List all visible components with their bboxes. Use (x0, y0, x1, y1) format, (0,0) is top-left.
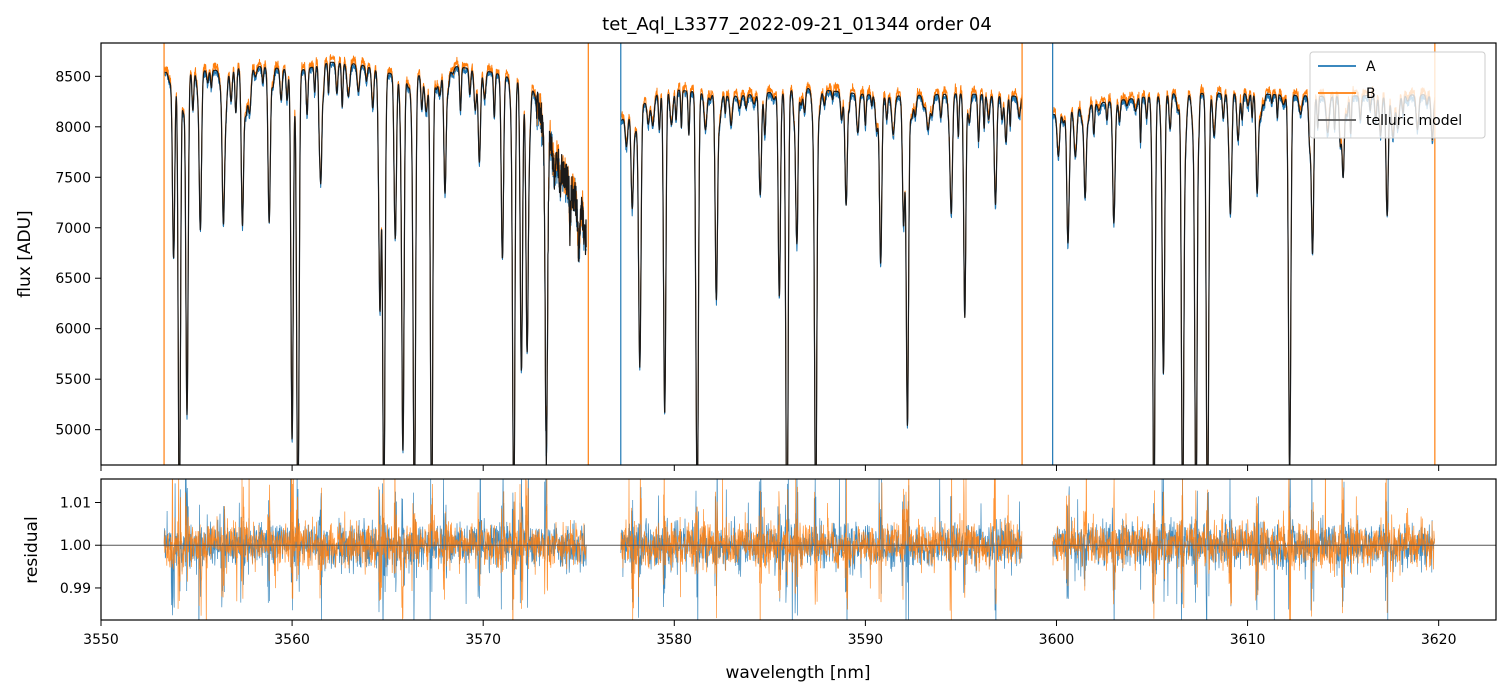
residual-y-axis-label: residual (22, 516, 42, 583)
spectrum-panel: 5000 5500 6000 6500 7000 7500 8000 8500 flux [A… (15, 42, 1497, 471)
legend-label-B: B (1366, 86, 1376, 102)
residual-xtick-label: 3550 (83, 632, 119, 648)
spectrum-ytick-label: 7000 (55, 221, 91, 237)
residual-xtick-label: 3580 (656, 632, 692, 648)
spectrum-ytick-label: 8500 (55, 69, 91, 85)
residual-ytick-label: 1.01 (60, 496, 91, 512)
spectrum-series-telluric-model-segment-1 (163, 61, 587, 465)
x-axis-label: wavelength [nm] (725, 663, 870, 683)
residual-xtick-label: 3570 (465, 632, 501, 648)
residual-xtick-label: 3600 (1039, 632, 1075, 648)
spectrum-axes: 5000 5500 6000 6500 7000 7500 8000 8500 (55, 69, 1440, 471)
residual-xtick-label: 3560 (274, 632, 310, 648)
spectrum-y-axis-label: flux [ADU] (15, 210, 35, 297)
residual-axes: 0.99 1.00 1.01 3550 3560 3570 3580 3590 3600 3610… (60, 496, 1457, 649)
residual-ytick-label: 0.99 (60, 581, 91, 597)
legend-box (1309, 51, 1486, 139)
spectrum-ytick-label: 6000 (55, 322, 91, 338)
residual-xtick-label: 3620 (1421, 632, 1457, 648)
residual-ytick-label: 1.00 (60, 538, 91, 554)
spectrum-ytick-label: 8000 (55, 120, 91, 136)
residual-series-B-segment-2 (620, 479, 1023, 620)
residual-series-B-segment-3 (1052, 479, 1435, 620)
legend: A B telluric model (1309, 51, 1486, 139)
residual-data (101, 479, 1496, 620)
spectrum-ytick-label: 6500 (55, 271, 91, 287)
legend-label-A: A (1366, 59, 1376, 75)
residual-frame (100, 478, 1497, 621)
residual-series-B-segment-1 (163, 479, 587, 620)
chart-title: tet_Aql_L3377_2022-09-21_01344 order 04 (602, 14, 992, 35)
residual-xtick-label: 3610 (1230, 632, 1266, 648)
spectrum-frame (100, 42, 1497, 466)
spectrum-ytick-label: 5500 (55, 372, 91, 388)
spectrum-series-telluric-model-segment-2 (620, 87, 1023, 465)
residual-panel: 0.99 1.00 1.01 3550 3560 3570 3580 3590 3600 3610… (22, 478, 1497, 683)
spectrum-ytick-label: 5000 (55, 423, 91, 439)
legend-label-telluric: telluric model (1366, 113, 1462, 129)
spectrum-data (163, 43, 1436, 465)
residual-xtick-label: 3590 (848, 632, 884, 648)
spectrum-ytick-label: 7500 (55, 170, 91, 186)
